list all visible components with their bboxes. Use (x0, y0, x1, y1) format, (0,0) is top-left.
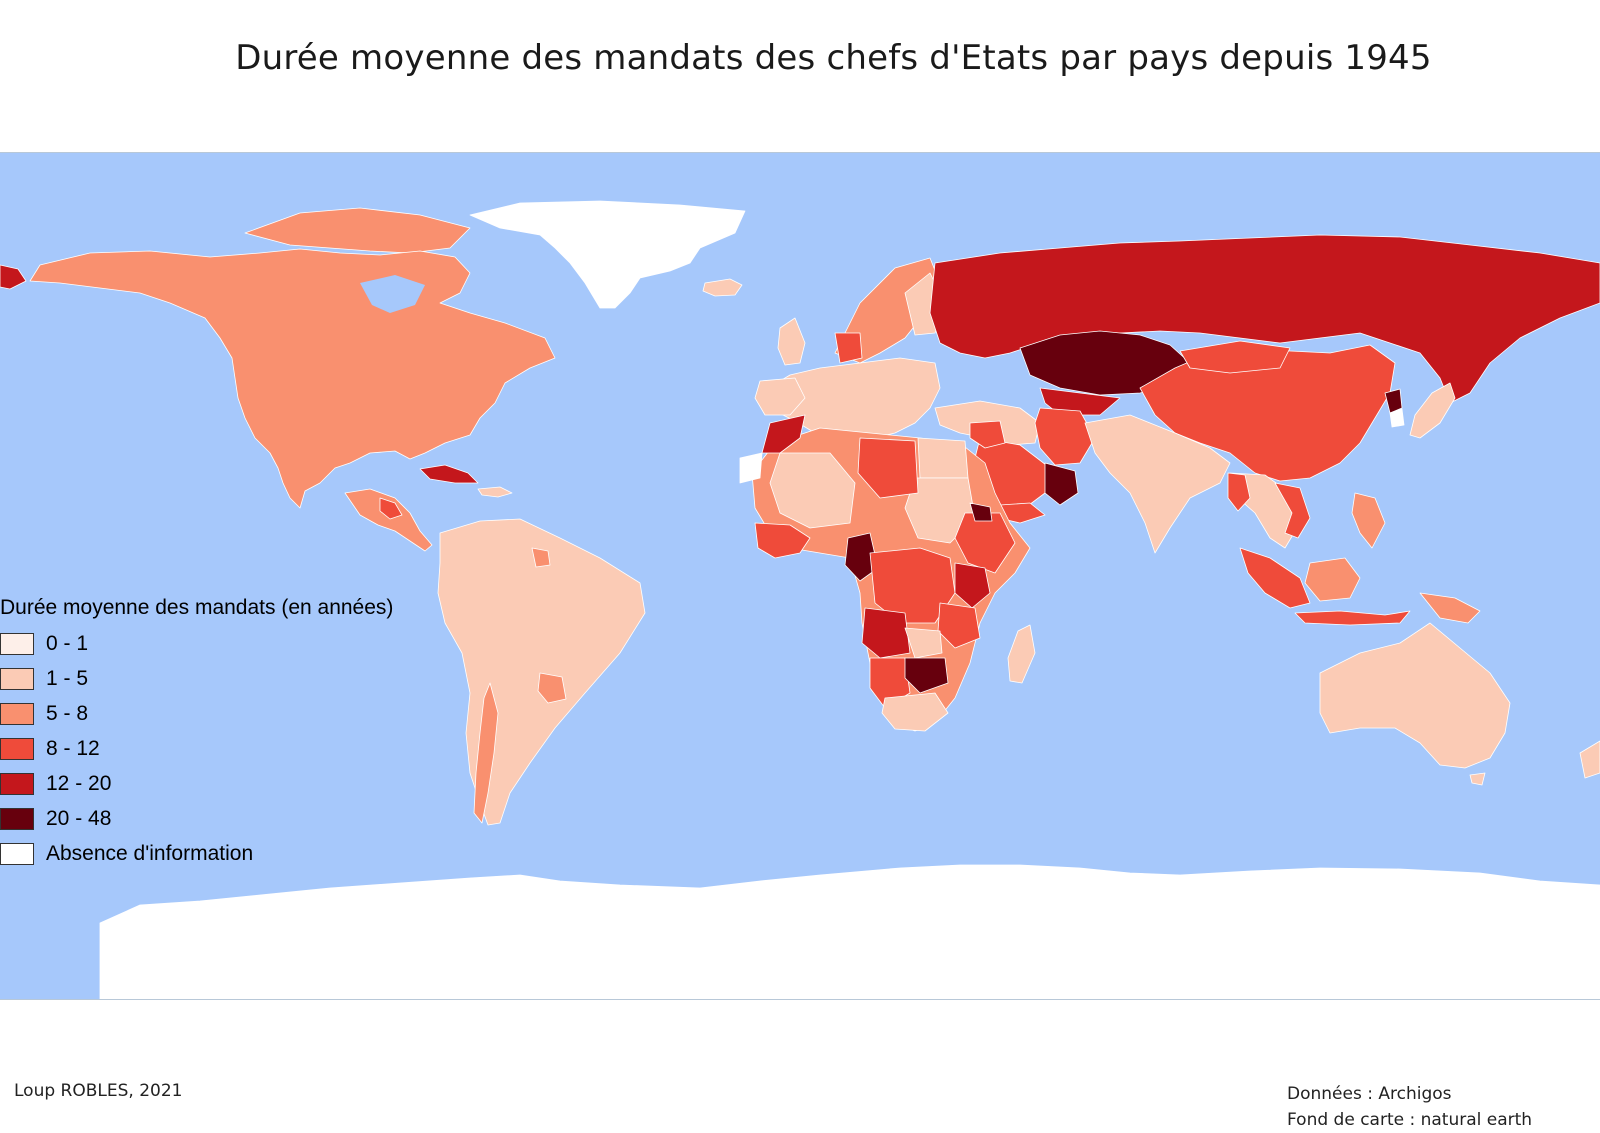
region-australia (1319, 622, 1511, 769)
legend-item: 0 - 1 (0, 626, 393, 661)
region-sudan (904, 477, 976, 544)
region-oman (1044, 462, 1079, 506)
region-angola (861, 607, 911, 659)
region-canada-arctic (244, 207, 471, 254)
region-myanmar (1227, 472, 1251, 512)
region-iberia (754, 377, 806, 416)
region-new-zealand (1579, 740, 1600, 779)
legend: Durée moyenne des mandats (en années) 0 … (0, 596, 393, 871)
legend-item: 1 - 5 (0, 661, 393, 696)
legend-swatch (0, 842, 34, 865)
legend-swatch (0, 702, 34, 725)
legend-label: 12 - 20 (46, 771, 112, 795)
region-cameroon (844, 532, 879, 582)
legend-swatch (0, 772, 34, 795)
author-credit: Loup ROBLES, 2021 (14, 1081, 183, 1101)
region-libya (857, 437, 919, 499)
region-iraq-syria (969, 420, 1006, 449)
legend-swatch (0, 632, 34, 655)
region-cuba (419, 464, 479, 484)
legend-swatch (0, 807, 34, 830)
region-tasmania (1469, 772, 1486, 786)
region-central-america-b (379, 497, 403, 520)
region-north-korea (1384, 388, 1403, 414)
region-uk (777, 317, 806, 366)
region-germany (834, 332, 863, 364)
map-title: Durée moyenne des mandats des chefs d'Et… (235, 38, 1432, 78)
region-borneo (1304, 557, 1361, 602)
region-kenya (954, 562, 991, 609)
legend-item: 20 - 48 (0, 801, 393, 836)
region-western-sahara (739, 452, 763, 484)
legend-title: Durée moyenne des mandats (en années) (0, 596, 394, 619)
region-sahel (769, 452, 856, 529)
region-eritrea (969, 502, 993, 522)
region-europe (759, 357, 941, 440)
region-south-asia (1084, 414, 1231, 554)
region-west-africa (754, 522, 811, 559)
legend-label: 1 - 5 (46, 666, 89, 690)
region-zambia (904, 627, 943, 659)
region-egypt (917, 437, 969, 479)
region-greenland (469, 200, 746, 309)
region-japan (1409, 382, 1456, 439)
legend-swatch (0, 737, 34, 760)
region-iceland (702, 278, 743, 297)
region-indonesia-e (1294, 610, 1411, 626)
region-morocco (761, 414, 806, 454)
region-zimbabwe (904, 657, 949, 694)
hudson-bay (360, 275, 425, 313)
data-source: Données : Archigos (1287, 1084, 1452, 1104)
legend-label: 5 - 8 (46, 701, 89, 725)
basemap-source: Fond de carte : natural earth (1287, 1110, 1533, 1130)
region-indonesia-w (1239, 547, 1311, 609)
legend-swatch (0, 667, 34, 690)
region-central-america (344, 488, 433, 552)
legend-label: 8 - 12 (46, 736, 100, 760)
region-alaska-edge (0, 264, 27, 290)
legend-label: Absence d'information (46, 841, 254, 865)
legend-item: 8 - 12 (0, 731, 393, 766)
region-paraguay (537, 672, 567, 704)
region-antarctica (99, 864, 1600, 999)
region-madagascar (1007, 624, 1036, 684)
source-credits: Données : Archigos Fond de carte : natur… (1287, 1081, 1532, 1133)
region-papua (1419, 592, 1481, 624)
legend-item: Absence d'information (0, 836, 393, 871)
region-south-africa (881, 692, 949, 732)
world-map (0, 152, 1600, 1000)
region-iran (1034, 407, 1096, 466)
region-ethiopia (954, 512, 1016, 574)
region-mongolia (1179, 340, 1291, 374)
legend-item: 5 - 8 (0, 696, 393, 731)
legend-item: 12 - 20 (0, 766, 393, 801)
legend-label: 0 - 1 (46, 631, 89, 655)
region-caribbean (477, 486, 513, 498)
region-central-asia (1039, 387, 1121, 416)
legend-label: 20 - 48 (46, 806, 112, 830)
region-tanzania (937, 602, 981, 649)
region-south-korea (1389, 408, 1405, 428)
region-north-america (29, 248, 556, 509)
region-philippines (1351, 492, 1386, 549)
region-vietnam (1274, 482, 1311, 539)
region-suriname (531, 547, 551, 568)
region-chile (473, 682, 499, 824)
